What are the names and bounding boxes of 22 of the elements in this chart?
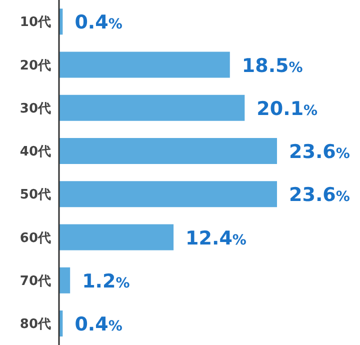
bar bbox=[59, 267, 70, 294]
y-tick-label: 80代 bbox=[20, 317, 51, 332]
y-tick-label: 70代 bbox=[20, 274, 51, 289]
data-label: 0.4% bbox=[74, 12, 122, 34]
y-tick-label: 30代 bbox=[20, 101, 51, 116]
y-tick-label: 40代 bbox=[20, 144, 51, 160]
data-label: 20.1% bbox=[256, 98, 318, 120]
data-label: 12.4% bbox=[186, 227, 246, 250]
data-label: 23.6% bbox=[289, 184, 350, 206]
data-label: 0.4% bbox=[74, 314, 122, 336]
data-label: 18.5% bbox=[242, 54, 303, 77]
y-tick-label: 60代 bbox=[20, 230, 51, 246]
data-label: 1.2% bbox=[82, 270, 130, 292]
bar bbox=[59, 138, 277, 164]
bar bbox=[59, 181, 277, 208]
y-tick-label: 20代 bbox=[20, 58, 51, 74]
bar bbox=[59, 94, 245, 121]
y-tick-label: 10代 bbox=[20, 15, 51, 30]
data-label: 23.6% bbox=[289, 141, 350, 163]
y-tick-label: 50代 bbox=[20, 188, 51, 203]
bar bbox=[59, 52, 230, 78]
bar bbox=[59, 224, 174, 250]
